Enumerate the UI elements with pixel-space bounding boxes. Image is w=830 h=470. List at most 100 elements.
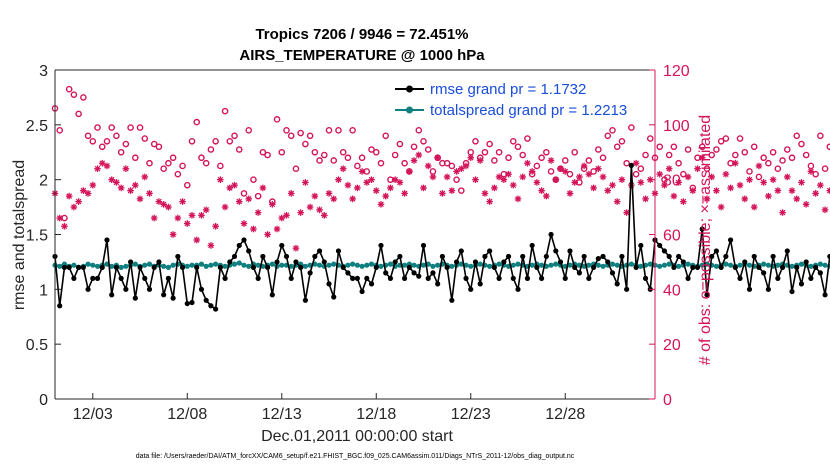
obs-possible-marker — [533, 162, 541, 170]
rmse-point — [416, 273, 422, 279]
rmse-point — [222, 275, 228, 281]
rmse-point — [803, 259, 809, 265]
rmse-point — [808, 275, 814, 281]
obs-possible-marker — [732, 151, 739, 159]
x-tick-label: 12/13 — [262, 406, 302, 423]
obs-assimilated-marker — [812, 190, 819, 197]
obs-assimilated-marker — [802, 201, 810, 208]
rmse-point — [628, 162, 634, 169]
obs-assimilated-stroke — [397, 179, 403, 186]
obs-assimilated-marker — [675, 179, 682, 186]
obs-assimilated-marker — [368, 176, 375, 183]
rmse-point — [151, 264, 157, 270]
obs-possible-marker — [755, 173, 763, 181]
rmse-point — [694, 264, 701, 270]
rmse-point — [529, 242, 535, 249]
obs-assimilated-marker — [278, 214, 286, 222]
totalspread-point — [661, 262, 668, 268]
rmse-point — [737, 275, 743, 281]
rmse-point — [605, 259, 611, 265]
obs-possible-marker — [235, 146, 243, 153]
rmse-point — [269, 292, 275, 298]
obs-possible-marker — [670, 143, 678, 151]
obs-assimilated-marker — [528, 168, 536, 175]
rmse-point — [203, 297, 209, 303]
obs-assimilated-marker — [467, 154, 475, 162]
obs-assimilated-marker — [221, 203, 229, 211]
obs-possible-marker — [160, 165, 167, 172]
totalspread-point — [165, 264, 171, 270]
rmse-point — [406, 264, 412, 270]
obs-assimilated-stroke — [803, 201, 810, 208]
obs-possible-marker — [783, 146, 791, 153]
obs-possible-marker — [628, 124, 635, 131]
totalspread-point — [468, 263, 474, 269]
obs-possible-marker — [287, 132, 295, 140]
obs-assimilated-marker — [306, 203, 314, 211]
rmse-point — [761, 270, 767, 276]
obs-assimilated-stroke — [765, 193, 772, 199]
obs-assimilated-marker — [254, 209, 262, 216]
obs-assimilated-stroke — [264, 231, 271, 238]
obs-assimilated-stroke — [519, 174, 526, 180]
totalspread-point — [624, 262, 630, 268]
rmse-point — [491, 264, 497, 270]
obs-possible-marker — [472, 137, 479, 145]
rmse-point — [250, 264, 257, 270]
totalspread-point — [628, 261, 634, 267]
obs-possible-marker — [424, 146, 432, 153]
obs-assimilated-stroke — [113, 179, 120, 186]
obs-assimilated-marker — [703, 195, 711, 203]
rmse-point — [666, 253, 672, 260]
obs-assimilated-marker — [476, 157, 484, 164]
obs-possible-marker — [448, 162, 456, 170]
legend-totalspread-marker — [406, 106, 413, 114]
obs-assimilated-marker — [339, 165, 347, 172]
obs-assimilated-stroke — [604, 187, 611, 194]
obs-assimilated-stroke — [581, 163, 587, 169]
obs-assimilated-stroke — [822, 206, 828, 213]
obs-assimilated-marker — [212, 222, 219, 230]
obs-possible-marker — [618, 137, 626, 145]
totalspread-point — [789, 263, 795, 269]
rmse-point — [798, 281, 805, 287]
obs-assimilated-marker — [174, 214, 182, 222]
obs-assimilated-stroke — [203, 206, 210, 213]
obs-assimilated-marker — [694, 165, 701, 172]
x-tick-label: 12/18 — [356, 406, 396, 423]
rmse-point — [704, 292, 710, 298]
obs-possible-marker — [117, 148, 125, 156]
obs-assimilated-marker — [552, 176, 560, 183]
obs-possible-marker — [571, 148, 578, 156]
obs-assimilated-marker — [618, 176, 626, 183]
rmse-point — [463, 275, 469, 281]
obs-possible-marker — [632, 170, 640, 178]
totalspread-point — [487, 263, 493, 269]
obs-assimilated-stroke — [704, 196, 710, 202]
obs-possible-marker — [736, 135, 744, 142]
rmse-point — [453, 259, 460, 265]
rmse-point — [685, 275, 691, 281]
obs-assimilated-stroke — [685, 174, 691, 180]
obs-assimilated-marker — [590, 184, 597, 192]
obs-assimilated-stroke — [737, 182, 743, 188]
totalspread-point — [109, 263, 115, 269]
rmse-point — [609, 270, 616, 276]
obs-possible-marker — [798, 140, 805, 148]
obs-assimilated-stroke — [179, 198, 186, 205]
obs-assimilated-marker — [817, 181, 824, 189]
obs-assimilated-stroke — [406, 168, 413, 175]
rmse-point — [477, 281, 483, 287]
rmse-point — [312, 253, 318, 260]
obs-assimilated-marker — [509, 181, 517, 189]
obs-assimilated-stroke — [236, 198, 243, 205]
obs-assimilated-stroke — [330, 196, 337, 202]
x-ticks: 12/03 12/08 12/13 12/18 12/23 12/28 — [73, 393, 585, 423]
obs-assimilated-stroke — [373, 187, 380, 194]
obs-assimilated-marker — [122, 165, 130, 172]
obs-assimilated-marker — [722, 170, 730, 178]
obs-possible-marker — [604, 132, 612, 140]
y-left-tick-label: 0.5 — [26, 337, 48, 354]
obs-possible-marker — [330, 157, 338, 164]
totalspread-point — [364, 262, 370, 268]
